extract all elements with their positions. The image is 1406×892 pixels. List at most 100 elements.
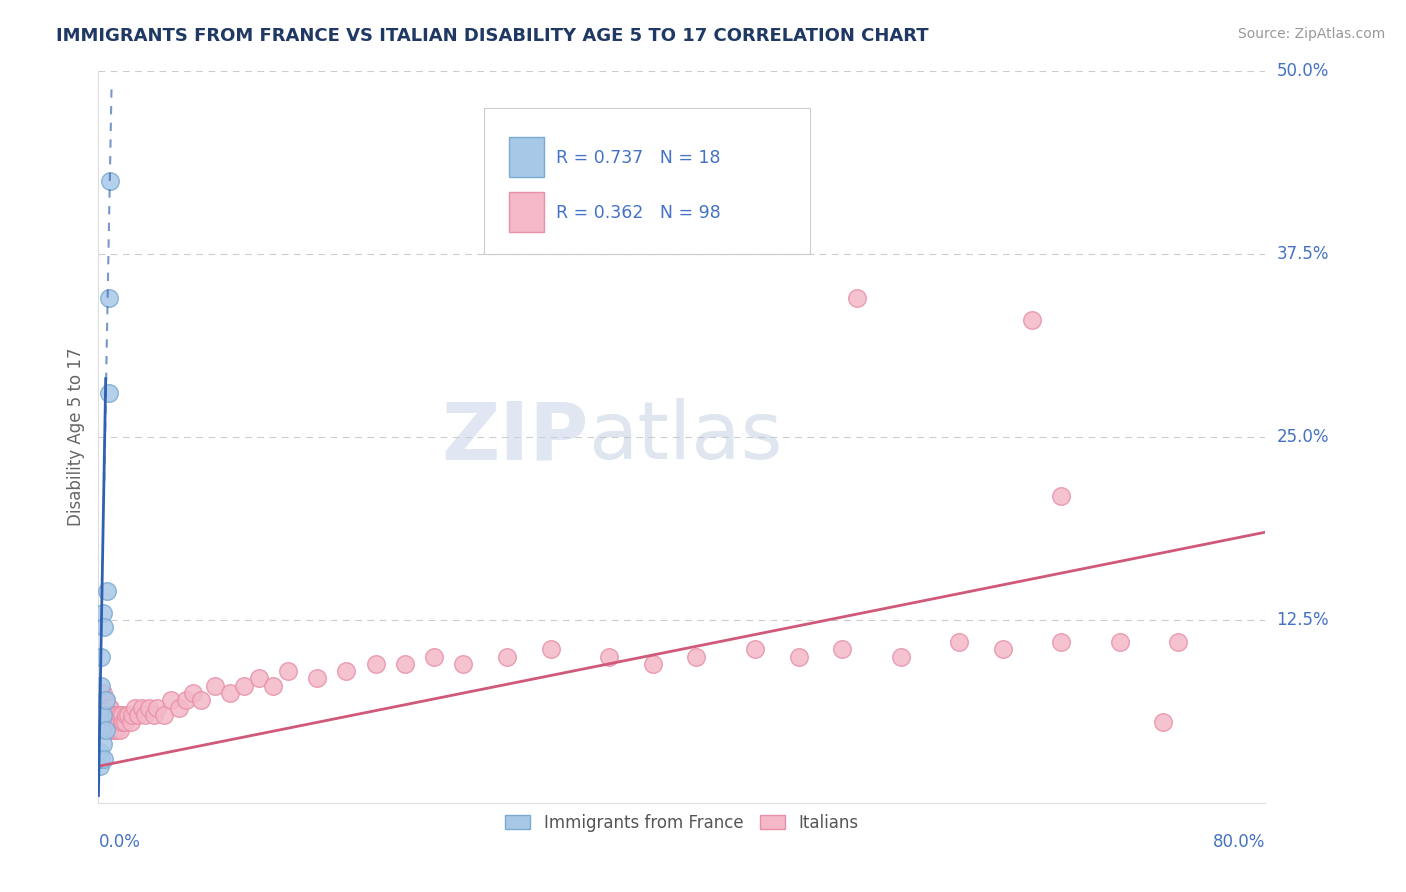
Point <box>96 715 118 730</box>
Point <box>94 708 117 723</box>
Text: 37.5%: 37.5% <box>1277 245 1329 263</box>
Point <box>160 693 183 707</box>
Point <box>110 723 132 737</box>
Point <box>744 642 766 657</box>
Point <box>138 700 160 714</box>
Point <box>101 715 124 730</box>
Point <box>127 708 149 723</box>
Point <box>89 759 111 773</box>
Point <box>153 708 176 723</box>
Point <box>90 752 112 766</box>
Point <box>93 708 115 723</box>
Point <box>1167 635 1189 649</box>
Point <box>1108 635 1130 649</box>
Point <box>90 686 112 700</box>
Text: 0.0%: 0.0% <box>98 833 141 851</box>
Point <box>111 715 134 730</box>
Point <box>335 664 357 678</box>
Point <box>93 693 115 707</box>
Point <box>89 693 111 707</box>
Point <box>1021 313 1043 327</box>
Point <box>190 693 212 707</box>
Point <box>90 723 112 737</box>
Point <box>948 635 970 649</box>
Point <box>93 723 115 737</box>
Point <box>94 723 117 737</box>
Point <box>89 708 111 723</box>
Point <box>641 657 664 671</box>
Point <box>90 708 112 723</box>
Point <box>90 679 112 693</box>
Point <box>714 152 737 166</box>
Point <box>97 715 120 730</box>
Text: 25.0%: 25.0% <box>1277 428 1329 446</box>
Text: atlas: atlas <box>589 398 783 476</box>
Point <box>115 708 138 723</box>
Text: 12.5%: 12.5% <box>1277 611 1329 629</box>
Point <box>114 715 136 730</box>
Point <box>91 700 114 714</box>
Text: R = 0.737   N = 18: R = 0.737 N = 18 <box>555 149 720 167</box>
Point <box>104 708 127 723</box>
Point <box>103 723 125 737</box>
Point <box>97 386 120 401</box>
Text: Source: ZipAtlas.com: Source: ZipAtlas.com <box>1237 27 1385 41</box>
Point <box>307 672 329 686</box>
Point <box>112 715 135 730</box>
Point <box>98 708 121 723</box>
Text: R = 0.362   N = 98: R = 0.362 N = 98 <box>555 203 721 221</box>
Point <box>146 700 169 714</box>
FancyBboxPatch shape <box>509 137 544 178</box>
Point <box>104 723 127 737</box>
Point <box>96 583 118 598</box>
Text: IMMIGRANTS FROM FRANCE VS ITALIAN DISABILITY AGE 5 TO 17 CORRELATION CHART: IMMIGRANTS FROM FRANCE VS ITALIAN DISABI… <box>56 27 929 45</box>
Point <box>89 745 111 759</box>
FancyBboxPatch shape <box>509 192 544 232</box>
Point <box>91 686 114 700</box>
Point <box>98 715 121 730</box>
Text: 50.0%: 50.0% <box>1277 62 1329 80</box>
Point <box>181 686 204 700</box>
Point <box>98 723 121 737</box>
Legend: Immigrants from France, Italians: Immigrants from France, Italians <box>499 807 865 838</box>
Point <box>121 708 143 723</box>
Point <box>247 672 270 686</box>
Point <box>91 708 114 723</box>
Point <box>1050 489 1073 503</box>
Point <box>103 708 125 723</box>
Text: 80.0%: 80.0% <box>1213 833 1265 851</box>
Point <box>105 708 128 723</box>
Point <box>364 657 387 671</box>
Point <box>91 737 114 751</box>
Point <box>101 723 124 737</box>
Point <box>91 715 114 730</box>
Point <box>685 649 707 664</box>
Point <box>787 649 810 664</box>
Point <box>93 752 115 766</box>
Point <box>540 642 562 657</box>
Point <box>105 715 128 730</box>
Point <box>100 715 122 730</box>
Point <box>831 642 853 657</box>
Point <box>394 657 416 671</box>
Point <box>1152 715 1174 730</box>
Point <box>98 174 121 188</box>
Point <box>100 708 122 723</box>
Point <box>598 649 620 664</box>
Point <box>94 715 117 730</box>
Y-axis label: Disability Age 5 to 17: Disability Age 5 to 17 <box>66 348 84 526</box>
Point <box>96 700 118 714</box>
Point <box>277 664 299 678</box>
Point <box>90 693 112 707</box>
Point <box>90 715 112 730</box>
Point <box>93 620 115 634</box>
Point <box>96 708 118 723</box>
Point <box>846 291 869 305</box>
Point <box>110 708 132 723</box>
Point <box>218 686 240 700</box>
Point <box>97 723 120 737</box>
Point <box>890 649 912 664</box>
Point <box>94 693 117 707</box>
Point <box>174 693 197 707</box>
Point <box>423 649 446 664</box>
